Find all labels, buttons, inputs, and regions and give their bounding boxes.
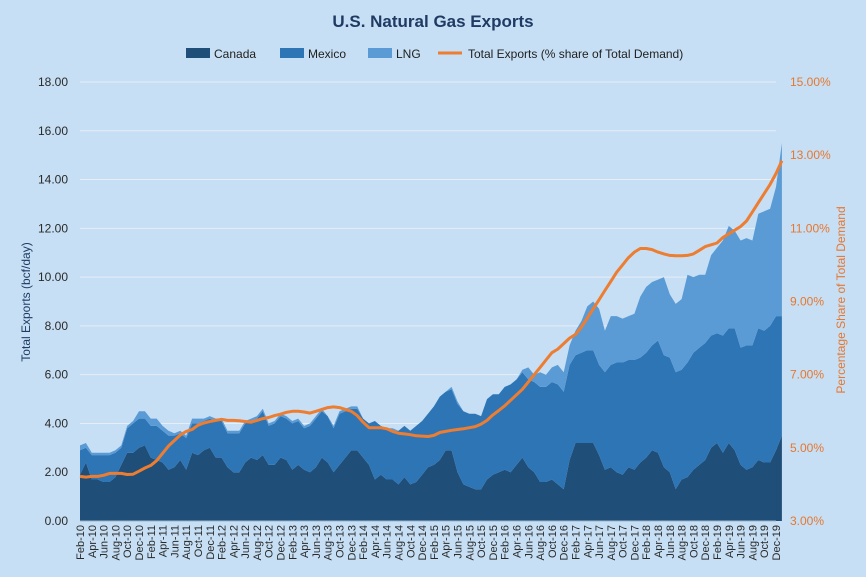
x-tick-label: Jun-15 xyxy=(453,525,465,559)
x-tick-label: Apr-12 xyxy=(228,525,240,558)
line-layer xyxy=(79,160,784,479)
left-tick-label: 0.00 xyxy=(45,514,69,528)
x-tick-label: Oct-14 xyxy=(405,525,417,558)
area-series-lng xyxy=(80,143,782,456)
x-tick-label: Apr-17 xyxy=(582,525,594,558)
right-axis: 3.00% 5.00% 7.00% 9.00% 11.00% 13.00% 15.00% xyxy=(790,75,831,528)
right-tick-label: 3.00% xyxy=(790,514,824,528)
left-axis: 0.00 2.00 4.00 6.00 8.00 10.00 12.00 14.00 16.00… xyxy=(38,75,68,528)
x-tick-label: Jun-18 xyxy=(665,525,677,559)
x-tick-label: Oct-15 xyxy=(476,525,488,558)
x-tick-label: Feb-18 xyxy=(641,525,653,560)
left-tick-label: 6.00 xyxy=(45,368,69,382)
legend: Canada Mexico LNG Total Exports (% share… xyxy=(186,47,683,61)
left-tick-label: 10.00 xyxy=(38,270,68,284)
x-tick-label: Aug-17 xyxy=(606,525,618,560)
left-tick-label: 18.00 xyxy=(38,75,68,89)
x-tick-label: Aug-18 xyxy=(677,525,689,560)
left-tick-label: 12.00 xyxy=(38,221,68,235)
right-tick-label: 13.00% xyxy=(790,148,831,162)
x-tick-label: Dec-15 xyxy=(488,525,500,560)
x-tick-label: Oct-16 xyxy=(547,525,559,558)
x-tick-label: Apr-19 xyxy=(724,525,736,558)
x-tick-label: Aug-12 xyxy=(252,525,264,560)
x-tick-label: Feb-11 xyxy=(146,525,158,559)
x-tick-label: Feb-13 xyxy=(287,525,299,560)
x-axis: Feb-10 Apr-10 Jun-10 Aug-10 Oct-10 Dec-10 Feb-… xyxy=(75,520,783,560)
x-tick-label: Feb-15 xyxy=(429,525,441,560)
x-tick-label: Feb-17 xyxy=(571,525,583,560)
x-tick-label: Apr-11 xyxy=(158,525,170,557)
legend-label-canada: Canada xyxy=(214,47,256,61)
x-tick-label: Dec-12 xyxy=(276,525,288,560)
x-tick-label: Jun-12 xyxy=(240,525,252,559)
x-tick-label: Apr-18 xyxy=(653,525,665,558)
legend-label-total: Total Exports (% share of Total Demand) xyxy=(468,47,683,61)
x-tick-label: Apr-10 xyxy=(87,525,99,558)
x-tick-label: Aug-11 xyxy=(181,525,193,560)
left-axis-title: Total Exports (bcf/day) xyxy=(19,242,33,361)
x-tick-label: Dec-17 xyxy=(629,525,641,560)
x-tick-label: Oct-18 xyxy=(688,525,700,558)
left-tick-label: 14.00 xyxy=(38,173,68,187)
x-tick-label: Feb-12 xyxy=(217,525,229,560)
right-tick-label: 11.00% xyxy=(790,221,830,235)
x-tick-label: Feb-14 xyxy=(358,525,370,560)
left-tick-label: 4.00 xyxy=(45,416,69,430)
x-tick-label: Feb-16 xyxy=(500,525,512,560)
x-tick-label: Oct-11 xyxy=(193,525,205,557)
x-tick-label: Oct-17 xyxy=(618,525,630,558)
left-tick-label: 8.00 xyxy=(45,319,69,333)
x-tick-label: Dec-14 xyxy=(417,525,429,560)
x-tick-label: Oct-13 xyxy=(335,525,347,558)
x-tick-label: Apr-15 xyxy=(441,525,453,558)
legend-swatch-lng xyxy=(368,48,392,58)
x-tick-label: Aug-19 xyxy=(747,525,759,560)
legend-label-mexico: Mexico xyxy=(308,47,346,61)
chart-title: U.S. Natural Gas Exports xyxy=(332,12,533,31)
legend-label-lng: LNG xyxy=(396,47,421,61)
x-tick-label: Dec-10 xyxy=(134,525,146,560)
x-tick-label: Aug-15 xyxy=(464,525,476,560)
x-tick-label: Jun-11 xyxy=(169,525,181,558)
x-tick-label: Feb-10 xyxy=(75,525,87,560)
plot-area xyxy=(80,143,782,521)
x-tick-label: Dec-18 xyxy=(700,525,712,560)
right-axis-title: Percentage Share of Total Demand xyxy=(834,206,848,393)
x-tick-label: Aug-13 xyxy=(323,525,335,560)
x-tick-label: Oct-12 xyxy=(264,525,276,558)
x-tick-label: Aug-16 xyxy=(535,525,547,560)
left-tick-label: 2.00 xyxy=(45,465,69,479)
x-tick-label: Jun-16 xyxy=(523,525,535,559)
x-tick-label: Apr-14 xyxy=(370,525,382,558)
x-tick-label: Jun-19 xyxy=(736,525,748,559)
x-tick-label: Dec-11 xyxy=(205,525,217,560)
legend-swatch-mexico xyxy=(280,48,304,58)
right-tick-label: 5.00% xyxy=(790,441,824,455)
left-tick-label: 16.00 xyxy=(38,124,68,138)
x-tick-label: Dec-16 xyxy=(559,525,571,560)
x-tick-label: Dec-13 xyxy=(346,525,358,560)
x-tick-label: Apr-13 xyxy=(299,525,311,558)
area-series-canada xyxy=(80,435,782,521)
line-series-total-exports xyxy=(79,160,784,479)
x-tick-label: Aug-10 xyxy=(110,525,122,560)
x-tick-label: Jun-14 xyxy=(382,525,394,559)
x-tick-label: Aug-14 xyxy=(394,525,406,560)
right-tick-label: 15.00% xyxy=(790,75,831,89)
x-tick-label: Jun-13 xyxy=(311,525,323,559)
x-tick-label: Apr-16 xyxy=(512,525,524,558)
area-series-mexico xyxy=(80,316,782,490)
x-tick-label: Oct-10 xyxy=(122,525,134,558)
x-tick-label: Dec-19 xyxy=(771,525,783,560)
x-tick-label: Jun-10 xyxy=(99,525,111,559)
x-tick-label: Oct-19 xyxy=(759,525,771,558)
right-tick-label: 9.00% xyxy=(790,295,824,309)
x-tick-label: Feb-19 xyxy=(712,525,724,560)
x-tick-label: Jun-17 xyxy=(594,525,606,559)
right-tick-label: 7.00% xyxy=(790,368,824,382)
legend-swatch-canada xyxy=(186,48,210,58)
